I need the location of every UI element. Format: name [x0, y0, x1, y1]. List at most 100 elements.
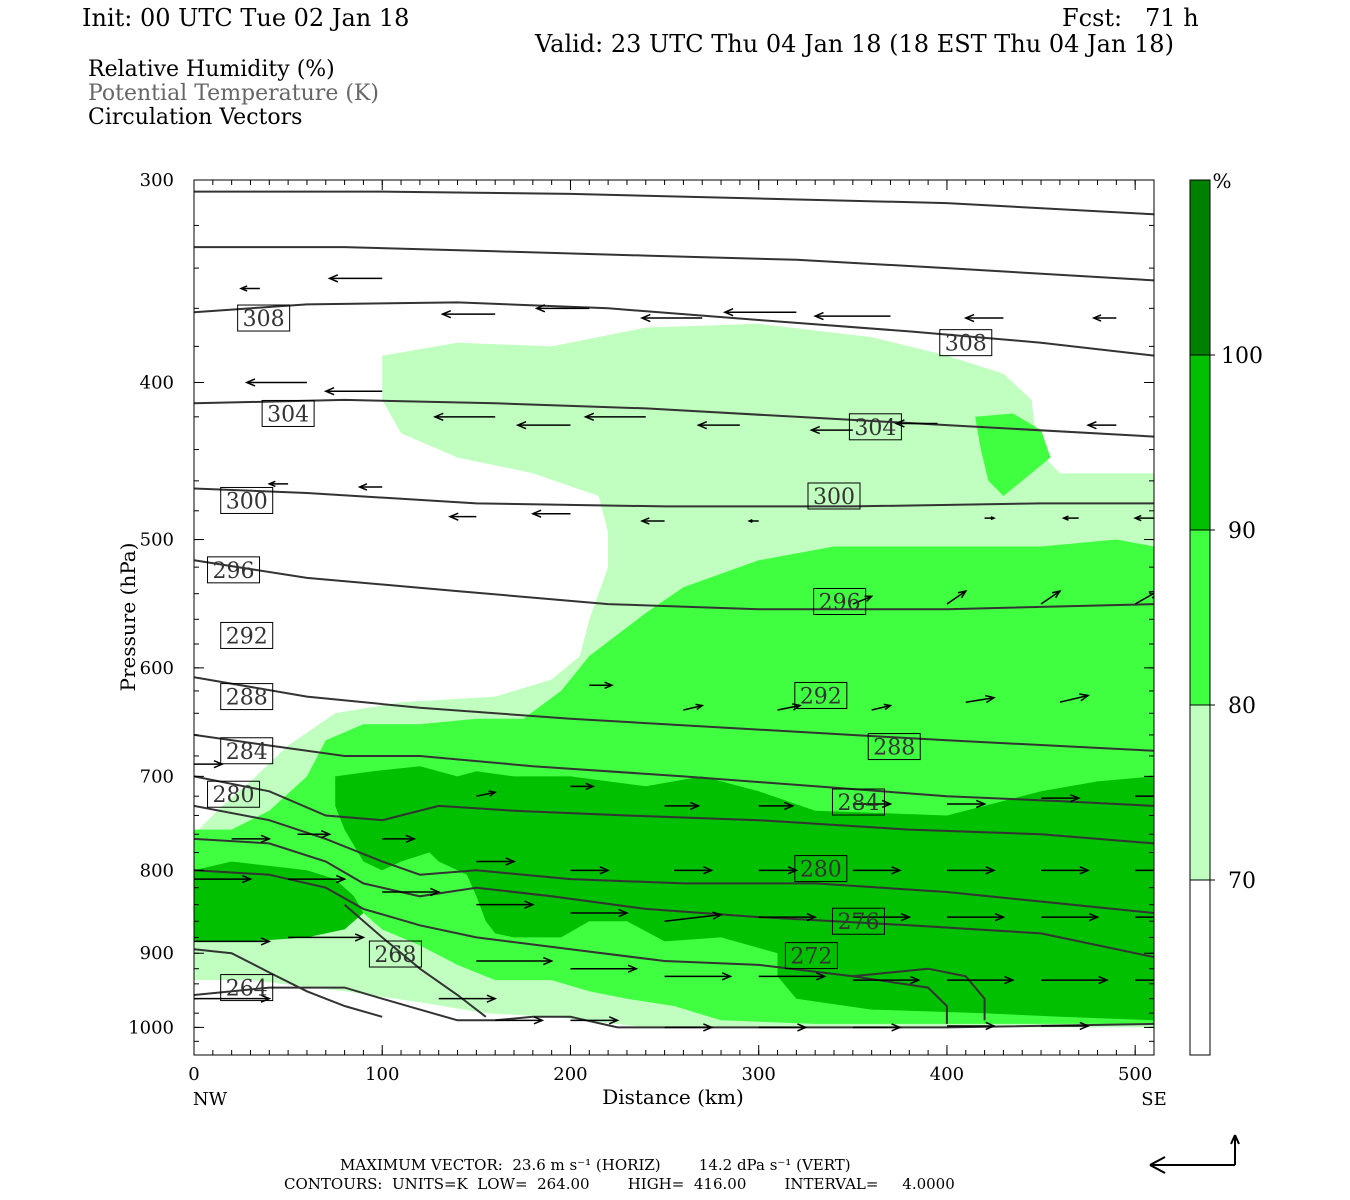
vector-head: [524, 900, 535, 909]
theta-label-text: 304: [267, 402, 309, 427]
axes: 0 100 200 300 400 500 NW SE 300 400 500 600 700 800 90…: [128, 170, 1167, 1110]
vector-arrow: [1086, 420, 1117, 430]
vector-arrow: [1041, 975, 1109, 985]
theta-line-272: [194, 869, 948, 1024]
vector-head: [703, 866, 714, 875]
theta-label-text: 296: [213, 559, 255, 584]
vector-arrow: [1135, 979, 1154, 981]
vector-head: [336, 874, 347, 884]
vector-head: [543, 956, 554, 966]
rh-fill-90-3: [335, 766, 1154, 1021]
vector-arrow: [1091, 314, 1117, 322]
theta-label-box: [220, 486, 274, 514]
theta-label-box: [207, 780, 261, 808]
colorbar-segment: [1189, 879, 1211, 1056]
vector-arrow: [570, 908, 629, 918]
theta-line-292: [194, 676, 1154, 752]
theta-label-292: 292: [794, 681, 848, 709]
theta-label-284: 284: [220, 737, 274, 765]
vector-head: [530, 509, 542, 518]
contour-note: CONTOURS: UNITS=K LOW= 264.00 HIGH= 416.…: [284, 1175, 955, 1193]
vector-arrow: [438, 994, 498, 1003]
y-tick-label: 800: [140, 860, 174, 881]
vector-head: [1148, 590, 1154, 599]
theta-label-276: 276: [831, 907, 885, 935]
x-tick-label: 200: [553, 1064, 587, 1085]
theta-label-text: 300: [813, 485, 855, 510]
vector-arrow: [664, 911, 723, 922]
theta-label-268: 268: [368, 940, 422, 968]
vector-shaft: [476, 791, 496, 797]
colorbar-segment: [1189, 704, 1211, 881]
vector-arrow: [382, 887, 441, 897]
vector-shaft: [664, 913, 722, 922]
vector-head: [627, 964, 639, 973]
vector-head: [985, 866, 996, 875]
y-tick-label: 700: [140, 766, 174, 787]
vector-arrow: [758, 912, 818, 922]
vector-arrow: [231, 834, 272, 844]
vector-arrow: [476, 956, 554, 966]
theta-label-box: [784, 942, 838, 970]
vector-arrow: [852, 975, 921, 985]
colorbar-segment: [1189, 529, 1211, 706]
vector-head: [357, 483, 368, 491]
theta-label-box: [237, 304, 291, 332]
vector-arrow: [194, 759, 225, 769]
theta-line-312: [194, 246, 1154, 282]
vector-arrow: [297, 830, 332, 839]
vector-arrow: [570, 866, 611, 875]
vector-shaft: [1153, 695, 1154, 697]
vector-head: [583, 412, 595, 422]
vector-arrow: [664, 1023, 714, 1032]
vector-head: [405, 834, 417, 844]
vector-shaft: [852, 595, 872, 605]
vector-head: [515, 420, 527, 430]
y-tick-label: 1000: [128, 1017, 174, 1038]
colorbar-level-label: 70: [1228, 869, 1256, 894]
vector-head: [891, 1023, 902, 1032]
vector-arrow: [570, 782, 595, 791]
theta-label-300: 300: [807, 482, 861, 510]
x-end-label-se: SE: [1141, 1089, 1166, 1110]
colorbar-level-label: 90: [1228, 519, 1256, 544]
vector-arrow: [1135, 795, 1154, 797]
vector-head: [1086, 420, 1097, 430]
theta-label-text: 280: [800, 858, 842, 883]
vector-arrow: [758, 801, 795, 811]
theta-label-292: 292: [220, 621, 274, 649]
theta-label-box: [848, 413, 902, 441]
theta-label-box: [220, 737, 274, 765]
theta-label-box: [807, 482, 861, 510]
vector-arrow: [946, 866, 996, 875]
vector-head: [990, 516, 996, 521]
vector-arrow: [946, 799, 987, 809]
vector-head: [640, 517, 650, 525]
vector-arrow: [683, 703, 705, 711]
theta-label-text: 264: [226, 977, 268, 1002]
theta-contours: [194, 190, 1154, 1029]
vector-arrow: [1041, 793, 1081, 803]
vector-arrow: [1041, 1021, 1091, 1031]
vector-head: [608, 1016, 620, 1025]
x-tick-label: 300: [742, 1064, 776, 1085]
vector-head: [994, 912, 1006, 922]
theta-label-text: 268: [374, 943, 416, 968]
theta-label-text: 276: [837, 910, 879, 935]
y-tick-label: 900: [140, 943, 174, 964]
theta-label-296: 296: [813, 587, 867, 615]
theta-line-296: [194, 559, 1154, 611]
theta-label-264: 264: [220, 974, 274, 1002]
vector-head: [320, 830, 332, 839]
vector-head: [963, 313, 975, 323]
vector-head: [448, 512, 459, 521]
vector-arrow: [871, 703, 893, 711]
plot-frame: [193, 179, 1155, 1056]
theta-label-box: [831, 907, 885, 935]
vector-arrow: [640, 517, 665, 525]
vector-head: [239, 285, 248, 292]
vector-head: [1070, 793, 1081, 803]
vector-arrow: [946, 1021, 996, 1031]
vector-arrow: [722, 308, 797, 317]
